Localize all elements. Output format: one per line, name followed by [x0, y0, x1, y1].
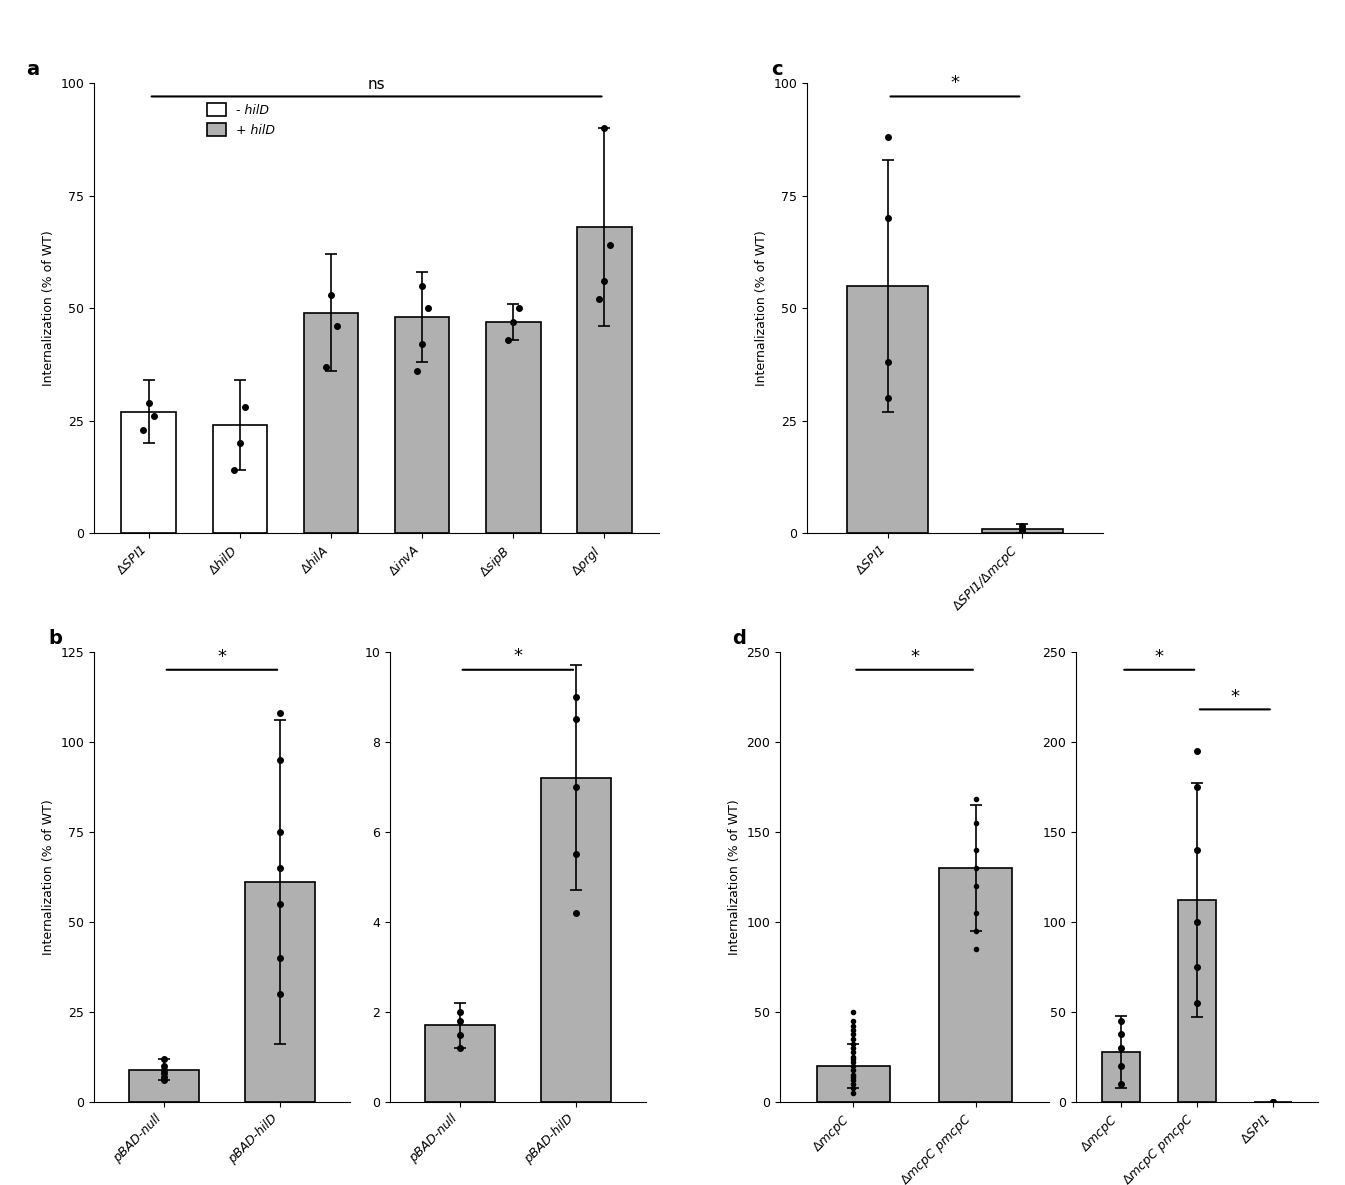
Text: *: *	[1231, 687, 1239, 706]
Y-axis label: Internalization (% of WT): Internalization (% of WT)	[755, 230, 768, 386]
Text: *: *	[1155, 648, 1163, 666]
Bar	[129, 1070, 199, 1102]
Text: *: *	[911, 648, 919, 666]
Bar	[395, 318, 449, 533]
Bar	[304, 313, 358, 533]
Bar	[121, 411, 176, 533]
Bar	[486, 321, 541, 533]
Text: c: c	[772, 60, 783, 79]
Y-axis label: Internalization (% of WT): Internalization (% of WT)	[728, 799, 741, 955]
Text: a: a	[27, 60, 39, 79]
Bar	[577, 228, 632, 533]
Bar	[245, 883, 315, 1102]
Bar	[982, 529, 1063, 533]
Bar	[1103, 1051, 1141, 1102]
Y-axis label: Internalization (% of WT): Internalization (% of WT)	[42, 799, 55, 955]
Text: *: *	[514, 647, 522, 665]
Bar	[541, 777, 611, 1102]
Text: *: *	[951, 73, 959, 92]
Text: ns: ns	[367, 77, 386, 92]
Text: b: b	[48, 629, 62, 648]
Y-axis label: Internalization (% of WT): Internalization (% of WT)	[42, 230, 55, 386]
Bar	[425, 1025, 495, 1102]
Bar	[213, 425, 268, 533]
Text: *: *	[218, 648, 226, 666]
Legend: - hilD, + hilD: - hilD, + hilD	[202, 98, 280, 142]
Bar	[1178, 901, 1216, 1102]
Text: d: d	[732, 629, 745, 648]
Bar	[847, 286, 928, 533]
Bar	[939, 867, 1013, 1102]
Bar	[816, 1066, 890, 1102]
